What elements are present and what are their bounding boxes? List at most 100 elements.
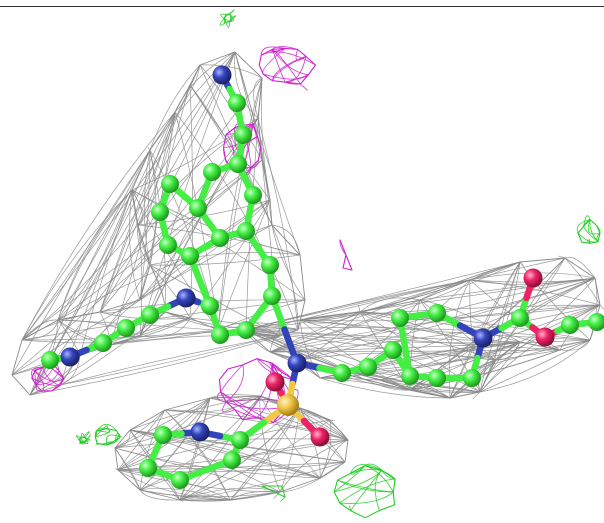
density-upper-wire <box>59 111 176 386</box>
pos-blob-bottom-wire <box>339 491 394 504</box>
density-upper-wire <box>129 189 141 301</box>
carbon-atom <box>159 236 177 254</box>
density-upper-wire <box>234 51 263 161</box>
density-upper-wire <box>99 111 176 313</box>
density-right-wire <box>244 329 411 391</box>
carbon-atom <box>261 256 279 274</box>
density-lower-wire <box>129 395 261 431</box>
density-upper-wire <box>29 77 263 396</box>
neg-blob-top-wire <box>272 49 309 76</box>
neg-blob-left-wire <box>33 367 43 372</box>
density-upper-wire <box>99 117 259 313</box>
density-lower-wire <box>139 489 231 501</box>
density-upper-wire <box>217 199 271 331</box>
density-lower-wire <box>114 409 166 449</box>
pos-blob-right-wire <box>583 219 591 227</box>
neg-blob-sulfonyl-wire <box>220 364 244 393</box>
neg-blob-top-wire <box>272 48 301 85</box>
density-upper-wire <box>99 111 176 313</box>
oxygen-atom <box>310 427 330 447</box>
density-upper-wire <box>29 51 236 396</box>
density-upper-wire <box>11 317 191 376</box>
pos-speck-left-wire <box>78 437 89 445</box>
carbon-atom <box>41 351 59 369</box>
density-upper-wire <box>59 335 281 386</box>
density-right-wire <box>564 257 601 306</box>
carbon-atom <box>117 319 135 337</box>
density-right-wire <box>479 339 591 393</box>
density-lower-wire <box>172 493 181 501</box>
pos-speck-top-wire <box>220 13 230 22</box>
carbon-atom <box>211 326 229 344</box>
density-lower-wire <box>129 429 321 479</box>
neg-blob-sulfonyl-wire <box>269 362 283 373</box>
carbon-atom <box>151 203 169 221</box>
neg-blob-top-wire <box>261 51 316 66</box>
pos-blob-right-wire <box>583 226 599 243</box>
oxygen-atom <box>523 268 543 288</box>
neg-blob-top-wire <box>271 55 307 81</box>
neg-blob-top-wire <box>272 46 298 50</box>
density-lower-wire <box>329 419 335 421</box>
carbon-atom <box>94 334 112 352</box>
density-lower-wire <box>117 469 231 501</box>
pos-blob-left-wire <box>105 434 121 446</box>
density-right-wire <box>299 311 361 361</box>
density-upper-wire <box>137 224 151 266</box>
pos-blob-bottom-wire <box>350 469 396 480</box>
neg-blob-left-wire <box>42 367 61 387</box>
density-right-wire <box>359 311 591 341</box>
carbon-atom <box>384 341 402 359</box>
density-upper-wire <box>21 224 139 341</box>
density-upper-wire <box>21 329 219 344</box>
pos-blob-bottom-wire <box>337 479 394 493</box>
density-lower-wire <box>115 468 119 471</box>
density-right-wire <box>349 299 421 373</box>
density-upper-wire <box>139 199 271 301</box>
carbon-atom <box>237 222 255 240</box>
ligand-atoms <box>41 65 604 489</box>
pos-blob-left-wire <box>94 427 108 444</box>
pos-blob-right-wire <box>589 219 599 243</box>
density-right-wire <box>494 349 561 361</box>
density-right-wire <box>519 304 601 343</box>
density-upper-wire <box>174 64 201 113</box>
neg-blob-top-wire <box>262 73 309 80</box>
density-lower-wire <box>179 395 261 501</box>
density-upper-wire <box>174 51 236 113</box>
density-upper-wire <box>11 149 151 376</box>
neg-blob-left-wire <box>51 377 65 392</box>
density-right-wire <box>299 277 596 321</box>
density-right-wire <box>589 277 598 341</box>
density-upper-wire <box>271 224 301 256</box>
neg-blob-sulfonyl-wire <box>256 358 295 381</box>
density-lower-wire <box>259 395 281 493</box>
carbon-atom <box>237 321 255 339</box>
density-right-wire <box>319 377 451 399</box>
pos-blob-right-wire <box>586 239 591 244</box>
pos-blob-left-wire <box>95 428 110 438</box>
neg-blob-top-wire <box>270 48 286 53</box>
density-right-wire <box>299 319 321 379</box>
density-upper-wire <box>199 64 263 79</box>
density-lower-wire <box>114 429 131 449</box>
oxygen-atom <box>535 327 555 347</box>
oxygen-atom <box>265 372 285 392</box>
carbon-atom <box>588 313 604 331</box>
density-lower-wire <box>209 394 261 399</box>
nitrogen-atom <box>212 65 232 85</box>
pos-blob-left-wire <box>94 425 108 438</box>
neg-blob-top-wire <box>271 49 286 83</box>
neg-blob-mid-wire <box>251 160 259 168</box>
density-lower-wire <box>139 489 181 501</box>
carbon-atom <box>201 297 219 315</box>
density-right-wire <box>564 256 596 279</box>
pos-speck-left-wire <box>78 431 90 441</box>
carbon-atom <box>511 309 529 327</box>
density-upper-wire <box>109 111 176 346</box>
pos-speck-top-wire <box>229 13 234 23</box>
density-lower-wire <box>179 397 211 501</box>
pos-speck-top-wire <box>223 9 235 19</box>
pos-fragment-outline <box>261 485 286 498</box>
density-lower-wire <box>299 407 349 441</box>
